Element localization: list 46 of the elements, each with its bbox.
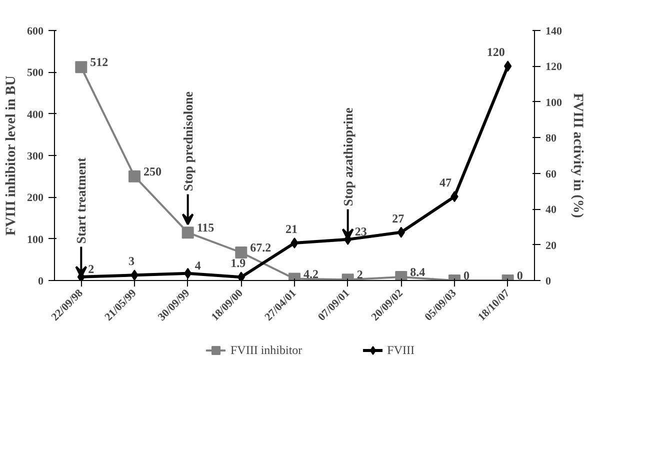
point	[130, 270, 138, 280]
point	[128, 170, 140, 182]
legend-label: FVIII	[387, 342, 414, 358]
y2-tick-label: 100	[546, 96, 562, 109]
y2-tick-label: 140	[546, 26, 562, 38]
annotation: Stop prednisolone	[180, 91, 196, 192]
data-label: 27	[392, 211, 404, 226]
y-axis-title: FVIII inhibitor level in BU	[4, 76, 19, 236]
data-label: 2	[356, 268, 363, 282]
data-label: 4.2	[304, 266, 318, 281]
point	[75, 61, 88, 74]
y2-tick-label: 40	[546, 204, 557, 216]
legend-label: FVIII inhibitor	[230, 342, 302, 358]
data-label: 23	[354, 224, 367, 238]
data-label: 8.4	[410, 265, 426, 279]
point	[237, 272, 245, 280]
y2-tick-label: 20	[546, 240, 557, 252]
y2-axis-title: FVIII activity in (%)	[570, 93, 585, 218]
y2-tick-label: 60	[546, 168, 557, 180]
y-tick-label: 600	[27, 26, 44, 38]
data-label: 250	[144, 164, 162, 178]
y-tick-label: 300	[27, 150, 44, 162]
data-label: 47	[440, 176, 452, 190]
data-label: 2	[88, 262, 94, 276]
data-label: 67.2	[250, 240, 272, 254]
y-tick-label: 200	[27, 192, 44, 204]
data-label: 21	[286, 222, 298, 236]
y2-tick-label: 0	[546, 276, 552, 288]
y-tick-label: 500	[27, 67, 44, 80]
data-label: 0	[464, 268, 470, 282]
y2-tick-label: 120	[546, 61, 562, 74]
data-label: 115	[196, 220, 214, 235]
y-tick-label: 0	[38, 276, 44, 288]
data-label: 1.9	[230, 256, 246, 270]
y-tick-label: 100	[27, 234, 44, 246]
data-label: 512	[90, 55, 108, 70]
data-label: 4	[194, 258, 201, 272]
annotation: Stop azathioprine	[340, 107, 356, 206]
data-label: 120	[486, 45, 505, 60]
point	[395, 271, 408, 280]
data-label: 0	[516, 268, 523, 282]
y2-tick-label: 80	[546, 132, 557, 145]
point	[290, 238, 298, 248]
y-tick-label: 400	[27, 108, 44, 121]
annotation: Start treatment	[74, 157, 89, 244]
data-label: 3	[128, 254, 134, 268]
